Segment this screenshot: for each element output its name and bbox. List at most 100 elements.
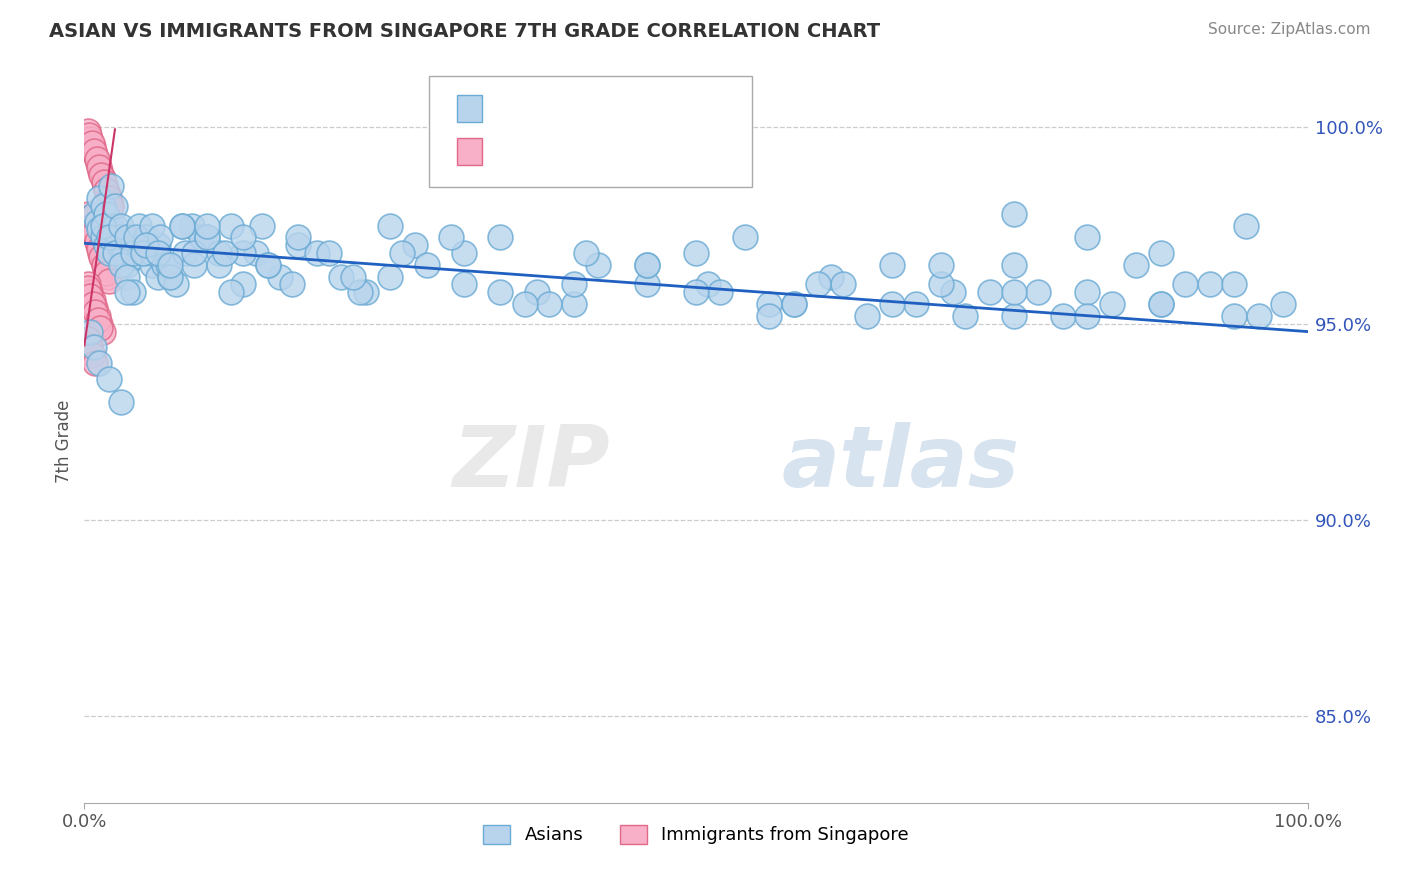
- Point: [110, 258, 132, 272]
- Point: [93, 175, 115, 189]
- Point: [232, 230, 254, 244]
- Point: [79, 325, 101, 339]
- Point: [330, 269, 353, 284]
- Point: [82, 222, 104, 236]
- Point: [526, 285, 548, 300]
- Point: [86, 152, 108, 166]
- Point: [783, 297, 806, 311]
- Point: [159, 269, 181, 284]
- Point: [391, 246, 413, 260]
- Point: [98, 194, 121, 209]
- Point: [146, 238, 169, 252]
- Point: [141, 246, 163, 260]
- Point: [856, 309, 879, 323]
- Point: [115, 230, 138, 244]
- Point: [783, 297, 806, 311]
- Text: N = 148: N = 148: [620, 100, 696, 118]
- Point: [96, 238, 118, 252]
- Point: [107, 234, 129, 248]
- Point: [807, 277, 830, 292]
- Point: [929, 277, 952, 292]
- Point: [125, 230, 148, 244]
- Point: [489, 285, 512, 300]
- Point: [97, 230, 120, 244]
- Point: [87, 222, 110, 236]
- Point: [83, 144, 105, 158]
- Point: [1236, 219, 1258, 233]
- Point: [82, 140, 104, 154]
- Point: [84, 148, 107, 162]
- Point: [89, 317, 111, 331]
- Point: [1002, 285, 1025, 300]
- Point: [1002, 258, 1025, 272]
- Point: [77, 211, 100, 225]
- Point: [91, 230, 114, 244]
- Point: [1272, 297, 1295, 311]
- Point: [100, 199, 122, 213]
- Point: [79, 285, 101, 300]
- Point: [538, 297, 561, 311]
- Point: [173, 246, 195, 260]
- Point: [758, 297, 780, 311]
- Point: [269, 269, 291, 284]
- Point: [342, 269, 364, 284]
- Point: [94, 261, 117, 276]
- Point: [453, 246, 475, 260]
- Point: [107, 230, 129, 244]
- Point: [453, 277, 475, 292]
- Point: [685, 246, 707, 260]
- Point: [89, 320, 111, 334]
- Point: [172, 219, 194, 233]
- Point: [1076, 285, 1098, 300]
- Point: [77, 124, 100, 138]
- Point: [77, 207, 100, 221]
- Point: [135, 238, 157, 252]
- Point: [82, 297, 104, 311]
- Point: [159, 269, 181, 284]
- Point: [1002, 207, 1025, 221]
- Point: [636, 258, 658, 272]
- Point: [79, 289, 101, 303]
- Point: [96, 266, 118, 280]
- Text: ASIAN VS IMMIGRANTS FROM SINGAPORE 7TH GRADE CORRELATION CHART: ASIAN VS IMMIGRANTS FROM SINGAPORE 7TH G…: [49, 22, 880, 41]
- Point: [219, 219, 242, 233]
- Point: [636, 277, 658, 292]
- Point: [250, 219, 273, 233]
- Point: [636, 258, 658, 272]
- Point: [440, 230, 463, 244]
- Text: ZIP: ZIP: [453, 422, 610, 505]
- Text: atlas: atlas: [782, 422, 1019, 505]
- Point: [195, 230, 218, 244]
- Point: [104, 246, 127, 260]
- Point: [122, 246, 145, 260]
- Point: [159, 258, 181, 272]
- Point: [1101, 297, 1123, 311]
- Point: [91, 325, 114, 339]
- Point: [97, 187, 120, 202]
- Point: [128, 238, 150, 252]
- Point: [1223, 309, 1246, 323]
- Point: [149, 230, 172, 244]
- Point: [86, 234, 108, 248]
- Point: [1150, 297, 1173, 311]
- Text: Source: ZipAtlas.com: Source: ZipAtlas.com: [1208, 22, 1371, 37]
- Point: [91, 199, 114, 213]
- Point: [132, 246, 155, 260]
- Point: [97, 191, 120, 205]
- Point: [190, 230, 212, 244]
- Point: [208, 246, 231, 260]
- Point: [91, 253, 114, 268]
- Point: [1125, 258, 1147, 272]
- Point: [257, 258, 280, 272]
- Point: [97, 372, 120, 386]
- Point: [183, 246, 205, 260]
- Point: [83, 227, 105, 241]
- Point: [586, 258, 609, 272]
- Point: [195, 230, 218, 244]
- Point: [90, 168, 112, 182]
- Point: [208, 258, 231, 272]
- Point: [122, 250, 145, 264]
- Point: [100, 219, 122, 233]
- Point: [1247, 309, 1270, 323]
- Point: [1198, 277, 1220, 292]
